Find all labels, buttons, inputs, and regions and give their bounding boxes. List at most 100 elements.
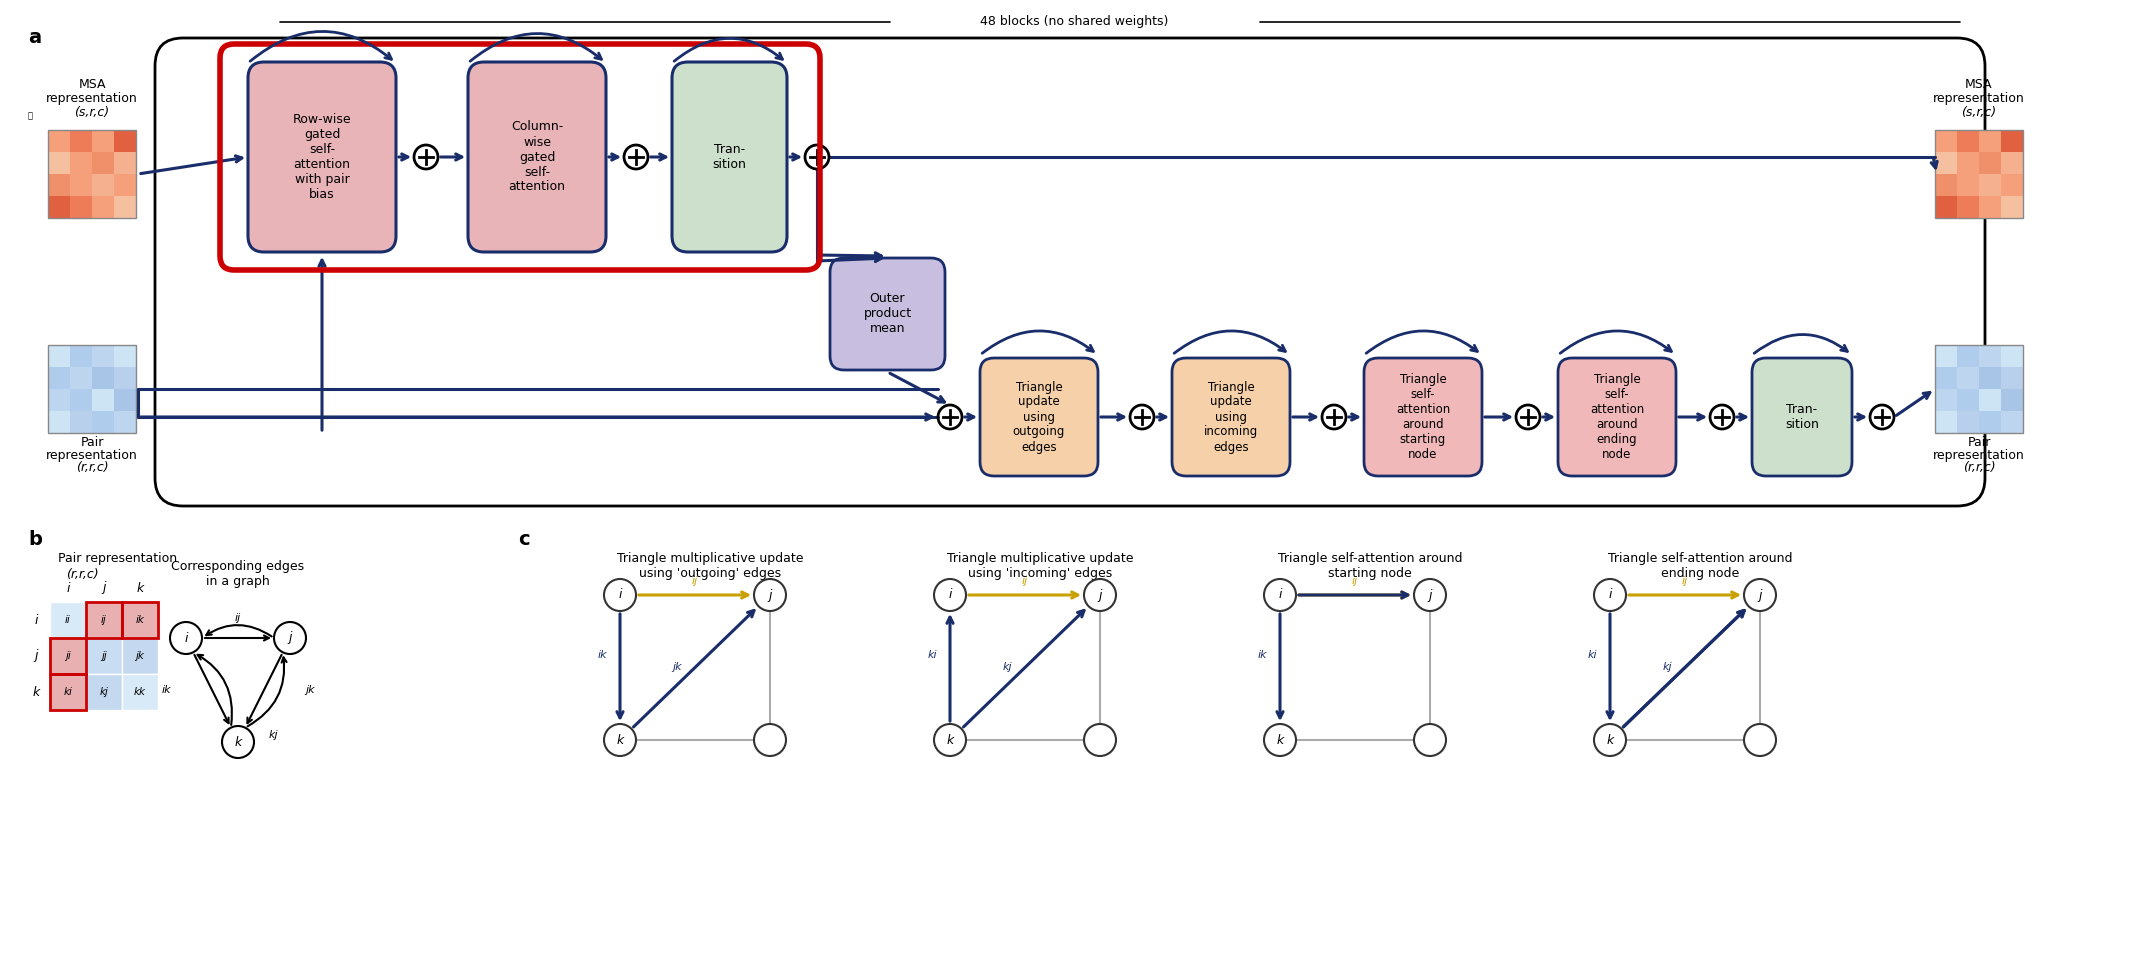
Bar xyxy=(114,174,135,196)
Text: ik: ik xyxy=(161,685,172,695)
Circle shape xyxy=(934,724,967,756)
Circle shape xyxy=(934,579,967,611)
Text: ij: ij xyxy=(692,576,698,586)
Text: Triangle
self-
attention
around
ending
node: Triangle self- attention around ending n… xyxy=(1590,373,1643,461)
Bar xyxy=(92,411,114,433)
Text: Corresponding edges: Corresponding edges xyxy=(172,560,305,573)
Circle shape xyxy=(604,579,636,611)
Text: ji: ji xyxy=(64,651,71,661)
FancyBboxPatch shape xyxy=(1753,358,1852,476)
Text: ij: ij xyxy=(1022,576,1029,586)
Bar xyxy=(114,130,135,152)
Text: k: k xyxy=(616,734,623,746)
Text: in a graph: in a graph xyxy=(206,575,271,588)
Bar xyxy=(1935,130,1957,152)
Text: (r,r,c): (r,r,c) xyxy=(1963,460,1995,474)
Text: i: i xyxy=(1609,588,1611,602)
Text: MSA: MSA xyxy=(77,78,105,91)
Bar xyxy=(86,674,122,710)
Text: i: i xyxy=(947,588,952,602)
FancyBboxPatch shape xyxy=(979,358,1098,476)
Bar xyxy=(86,638,122,674)
Text: i: i xyxy=(185,632,187,644)
Circle shape xyxy=(754,579,786,611)
Text: Triangle
update
using
incoming
edges: Triangle update using incoming edges xyxy=(1203,380,1259,454)
Text: representation: representation xyxy=(1933,449,2026,461)
Text: (s,r,c): (s,r,c) xyxy=(1961,106,1995,119)
Bar xyxy=(1978,389,2002,411)
Bar xyxy=(1935,411,1957,433)
Bar xyxy=(71,174,92,196)
Bar xyxy=(49,638,86,674)
Bar xyxy=(1935,196,1957,218)
Text: Tran-
sition: Tran- sition xyxy=(713,143,748,171)
Bar xyxy=(92,152,114,174)
Bar xyxy=(47,367,71,389)
Text: 48 blocks (no shared weights): 48 blocks (no shared weights) xyxy=(979,15,1169,29)
Text: ki: ki xyxy=(928,650,937,661)
Text: ik: ik xyxy=(1257,650,1267,661)
Bar xyxy=(1978,130,2002,152)
Circle shape xyxy=(1744,579,1776,611)
Bar xyxy=(122,638,159,674)
Bar xyxy=(2002,345,2023,367)
Text: jk: jk xyxy=(135,651,144,661)
Text: i: i xyxy=(619,588,621,602)
Bar xyxy=(2002,152,2023,174)
Text: (r,r,c): (r,r,c) xyxy=(75,460,107,474)
Text: ij: ij xyxy=(1351,576,1358,586)
Bar xyxy=(49,602,86,638)
Circle shape xyxy=(221,726,253,758)
Text: jj: jj xyxy=(101,651,107,661)
Circle shape xyxy=(1085,579,1117,611)
Circle shape xyxy=(604,724,636,756)
Circle shape xyxy=(1744,724,1776,756)
Circle shape xyxy=(1413,724,1446,756)
Text: kj: kj xyxy=(1663,663,1671,672)
Text: i: i xyxy=(67,582,69,594)
FancyBboxPatch shape xyxy=(1173,358,1291,476)
Bar xyxy=(47,389,71,411)
Text: ik: ik xyxy=(597,650,608,661)
Bar xyxy=(114,389,135,411)
Text: j: j xyxy=(288,632,292,644)
Bar xyxy=(47,411,71,433)
Bar xyxy=(1935,130,2023,218)
Bar xyxy=(1957,411,1978,433)
Text: Column-
wise
gated
self-
attention: Column- wise gated self- attention xyxy=(509,120,565,194)
FancyBboxPatch shape xyxy=(468,62,606,252)
Bar xyxy=(114,345,135,367)
Bar xyxy=(71,152,92,174)
Circle shape xyxy=(1263,579,1295,611)
Bar xyxy=(1978,345,2002,367)
Bar xyxy=(86,602,122,638)
Bar xyxy=(86,602,122,638)
Text: kj: kj xyxy=(99,687,107,697)
Bar xyxy=(1935,367,1957,389)
Bar xyxy=(92,130,114,152)
Bar xyxy=(47,345,135,433)
Bar xyxy=(92,196,114,218)
Text: Triangle
self-
attention
around
starting
node: Triangle self- attention around starting… xyxy=(1396,373,1450,461)
Bar xyxy=(71,411,92,433)
Text: representation: representation xyxy=(45,92,137,105)
Text: (s,r,c): (s,r,c) xyxy=(75,106,110,119)
Bar xyxy=(92,367,114,389)
Bar xyxy=(122,602,159,638)
Text: i: i xyxy=(1278,588,1282,602)
Text: kj: kj xyxy=(1003,663,1012,672)
Bar xyxy=(1978,367,2002,389)
Text: jk: jk xyxy=(305,685,316,695)
FancyBboxPatch shape xyxy=(247,62,395,252)
Bar xyxy=(71,389,92,411)
Text: (r,r,c): (r,r,c) xyxy=(67,568,99,581)
Bar xyxy=(114,152,135,174)
Bar xyxy=(49,674,86,710)
Text: j: j xyxy=(769,588,771,602)
Bar xyxy=(1935,389,1957,411)
Text: ij: ij xyxy=(101,615,107,625)
Text: Tran-
sition: Tran- sition xyxy=(1785,403,1819,431)
Bar xyxy=(1978,196,2002,218)
Bar xyxy=(92,389,114,411)
Bar xyxy=(47,174,71,196)
